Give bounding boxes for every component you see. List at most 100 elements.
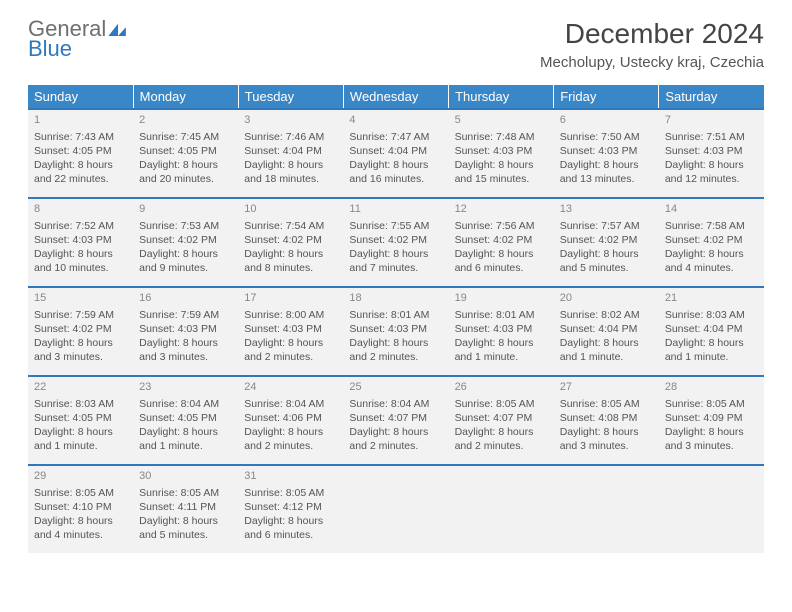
calendar-week-row: 29Sunrise: 8:05 AMSunset: 4:10 PMDayligh… [28, 465, 764, 553]
daylight-value: Daylight: 8 hours and 22 minutes. [34, 158, 127, 186]
sunrise-value: Sunrise: 8:04 AM [139, 397, 232, 411]
calendar-day-cell: 13Sunrise: 7:57 AMSunset: 4:02 PMDayligh… [554, 198, 659, 287]
day-number: 12 [455, 202, 548, 217]
calendar-day-cell: 5Sunrise: 7:48 AMSunset: 4:03 PMDaylight… [449, 109, 554, 198]
sunset-value: Sunset: 4:02 PM [665, 233, 758, 247]
calendar-day-cell [343, 465, 448, 553]
brand-logo: GeneralBlue [28, 18, 128, 60]
weekday-header: Saturday [659, 85, 764, 109]
day-number: 7 [665, 113, 758, 128]
weekday-header: Sunday [28, 85, 133, 109]
day-number: 3 [244, 113, 337, 128]
calendar-day-cell: 4Sunrise: 7:47 AMSunset: 4:04 PMDaylight… [343, 109, 448, 198]
day-number: 26 [455, 380, 548, 395]
brand-part2: Blue [28, 38, 128, 60]
daylight-value: Daylight: 8 hours and 2 minutes. [349, 425, 442, 453]
calendar-day-cell [449, 465, 554, 553]
sunset-value: Sunset: 4:02 PM [455, 233, 548, 247]
sunset-value: Sunset: 4:12 PM [244, 500, 337, 514]
sunrise-value: Sunrise: 8:04 AM [349, 397, 442, 411]
day-number: 30 [139, 469, 232, 484]
calendar-table: Sunday Monday Tuesday Wednesday Thursday… [28, 85, 764, 553]
sunrise-value: Sunrise: 7:47 AM [349, 130, 442, 144]
day-number: 20 [560, 291, 653, 306]
sunset-value: Sunset: 4:03 PM [349, 322, 442, 336]
day-number: 24 [244, 380, 337, 395]
daylight-value: Daylight: 8 hours and 12 minutes. [665, 158, 758, 186]
sunrise-value: Sunrise: 7:57 AM [560, 219, 653, 233]
sunset-value: Sunset: 4:11 PM [139, 500, 232, 514]
sunset-value: Sunset: 4:07 PM [349, 411, 442, 425]
calendar-day-cell: 24Sunrise: 8:04 AMSunset: 4:06 PMDayligh… [238, 376, 343, 465]
daylight-value: Daylight: 8 hours and 1 minute. [560, 336, 653, 364]
day-number: 15 [34, 291, 127, 306]
day-number: 8 [34, 202, 127, 217]
day-number: 18 [349, 291, 442, 306]
calendar-day-cell: 6Sunrise: 7:50 AMSunset: 4:03 PMDaylight… [554, 109, 659, 198]
weekday-header-row: Sunday Monday Tuesday Wednesday Thursday… [28, 85, 764, 109]
sunrise-value: Sunrise: 8:03 AM [34, 397, 127, 411]
calendar-day-cell: 23Sunrise: 8:04 AMSunset: 4:05 PMDayligh… [133, 376, 238, 465]
daylight-value: Daylight: 8 hours and 1 minute. [139, 425, 232, 453]
day-number: 2 [139, 113, 232, 128]
day-number: 19 [455, 291, 548, 306]
day-number: 16 [139, 291, 232, 306]
daylight-value: Daylight: 8 hours and 2 minutes. [455, 425, 548, 453]
daylight-value: Daylight: 8 hours and 4 minutes. [665, 247, 758, 275]
calendar-day-cell: 29Sunrise: 8:05 AMSunset: 4:10 PMDayligh… [28, 465, 133, 553]
sunset-value: Sunset: 4:08 PM [560, 411, 653, 425]
weekday-header: Friday [554, 85, 659, 109]
calendar-day-cell: 9Sunrise: 7:53 AMSunset: 4:02 PMDaylight… [133, 198, 238, 287]
calendar-day-cell: 27Sunrise: 8:05 AMSunset: 4:08 PMDayligh… [554, 376, 659, 465]
sunrise-value: Sunrise: 7:56 AM [455, 219, 548, 233]
daylight-value: Daylight: 8 hours and 1 minute. [665, 336, 758, 364]
daylight-value: Daylight: 8 hours and 10 minutes. [34, 247, 127, 275]
calendar-day-cell: 21Sunrise: 8:03 AMSunset: 4:04 PMDayligh… [659, 287, 764, 376]
calendar-day-cell: 18Sunrise: 8:01 AMSunset: 4:03 PMDayligh… [343, 287, 448, 376]
day-number: 13 [560, 202, 653, 217]
sunrise-value: Sunrise: 7:55 AM [349, 219, 442, 233]
calendar-day-cell: 26 Sunrise: 8:05 AMSunset: 4:07 PMDayligh… [449, 376, 554, 465]
sunrise-value: Sunrise: 7:53 AM [139, 219, 232, 233]
calendar-day-cell: 31Sunrise: 8:05 AMSunset: 4:12 PMDayligh… [238, 465, 343, 553]
day-number: 22 [34, 380, 127, 395]
sunrise-value: Sunrise: 7:58 AM [665, 219, 758, 233]
daylight-value: Daylight: 8 hours and 5 minutes. [139, 514, 232, 542]
day-number: 4 [349, 113, 442, 128]
sunrise-value: Sunrise: 8:01 AM [349, 308, 442, 322]
logo-triangle-icon [108, 18, 128, 40]
sunset-value: Sunset: 4:05 PM [34, 144, 127, 158]
sunrise-value: Sunrise: 8:05 AM [455, 397, 548, 411]
location-name: Mecholupy, Ustecky kraj, Czechia [540, 54, 764, 71]
day-number: 25 [349, 380, 442, 395]
sunset-value: Sunset: 4:09 PM [665, 411, 758, 425]
sunrise-value: Sunrise: 7:48 AM [455, 130, 548, 144]
sunset-value: Sunset: 4:04 PM [665, 322, 758, 336]
sunset-value: Sunset: 4:10 PM [34, 500, 127, 514]
sunrise-value: Sunrise: 8:05 AM [34, 486, 127, 500]
daylight-value: Daylight: 8 hours and 4 minutes. [34, 514, 127, 542]
sunset-value: Sunset: 4:07 PM [455, 411, 548, 425]
day-number: 17 [244, 291, 337, 306]
sunrise-value: Sunrise: 7:45 AM [139, 130, 232, 144]
sunset-value: Sunset: 4:02 PM [244, 233, 337, 247]
calendar-day-cell: 30Sunrise: 8:05 AMSunset: 4:11 PMDayligh… [133, 465, 238, 553]
sunset-value: Sunset: 4:02 PM [560, 233, 653, 247]
sunset-value: Sunset: 4:03 PM [244, 322, 337, 336]
sunset-value: Sunset: 4:03 PM [665, 144, 758, 158]
weekday-header: Tuesday [238, 85, 343, 109]
calendar-day-cell: 11Sunrise: 7:55 AMSunset: 4:02 PMDayligh… [343, 198, 448, 287]
daylight-value: Daylight: 8 hours and 18 minutes. [244, 158, 337, 186]
daylight-value: Daylight: 8 hours and 1 minute. [34, 425, 127, 453]
sunset-value: Sunset: 4:05 PM [139, 144, 232, 158]
calendar-day-cell: 12 Sunrise: 7:56 AMSunset: 4:02 PMDayligh… [449, 198, 554, 287]
sunrise-value: Sunrise: 8:04 AM [244, 397, 337, 411]
daylight-value: Daylight: 8 hours and 7 minutes. [349, 247, 442, 275]
sunset-value: Sunset: 4:03 PM [139, 322, 232, 336]
daylight-value: Daylight: 8 hours and 6 minutes. [455, 247, 548, 275]
sunrise-value: Sunrise: 7:59 AM [139, 308, 232, 322]
sunrise-value: Sunrise: 7:54 AM [244, 219, 337, 233]
sunset-value: Sunset: 4:03 PM [455, 144, 548, 158]
day-number: 10 [244, 202, 337, 217]
calendar-week-row: 22Sunrise: 8:03 AMSunset: 4:05 PMDayligh… [28, 376, 764, 465]
